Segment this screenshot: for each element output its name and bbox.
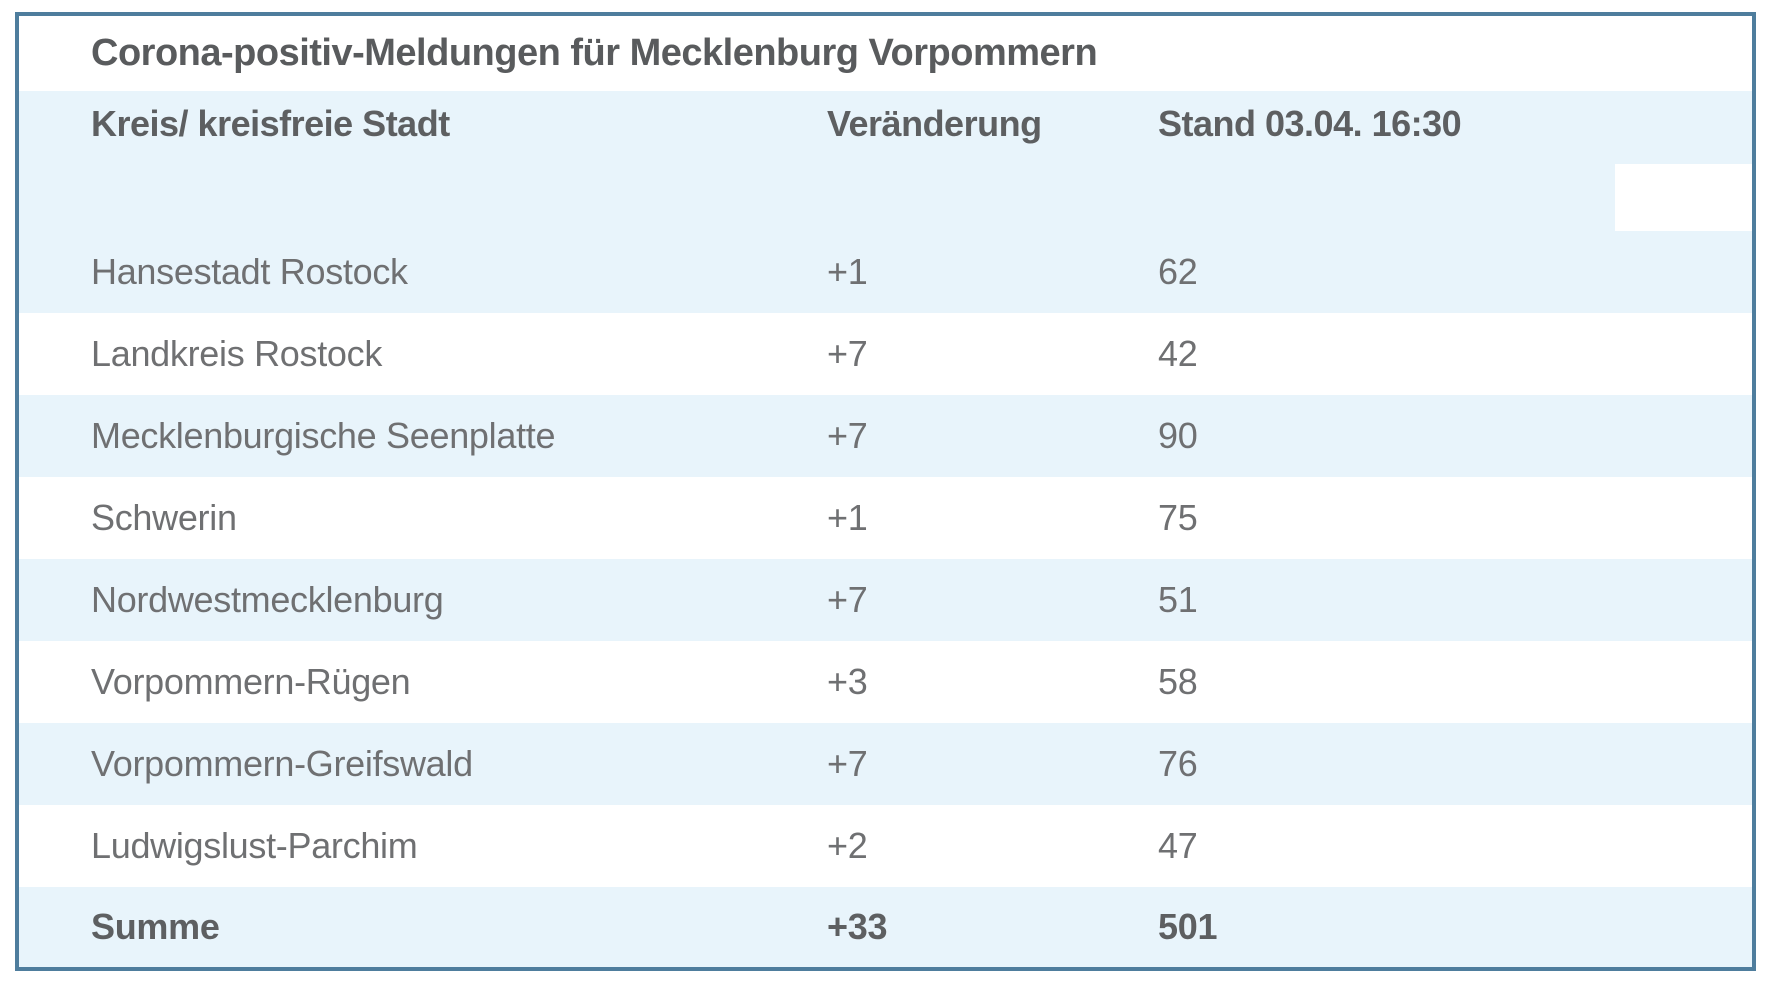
change-value: +7 [827,579,868,620]
case-count: 47 [1158,825,1198,866]
corona-data-table: Corona-positiv-Meldungen für Mecklenburg… [15,12,1756,971]
region-name: Schwerin [91,497,237,538]
table-header-row: Kreis/ kreisfreie Stadt Veränderung Stan… [19,91,1752,231]
change-value: +1 [827,251,868,292]
case-count: 90 [1158,415,1198,456]
case-count: 76 [1158,743,1198,784]
case-count: 58 [1158,661,1198,702]
case-count: 62 [1158,251,1198,292]
column-header-region: Kreis/ kreisfreie Stadt [91,103,450,144]
change-value: +2 [827,825,868,866]
region-name: Vorpommern-Rügen [91,661,411,702]
table-row: Mecklenburgische Seenplatte +7 90 [19,395,1752,477]
total-change: +33 [827,906,888,947]
column-header-change: Veränderung [827,103,1042,144]
table-row: Hansestadt Rostock +1 62 [19,231,1752,313]
region-name: Hansestadt Rostock [91,251,408,292]
region-name: Ludwigslust-Parchim [91,825,418,866]
change-value: +7 [827,333,868,374]
table-row: Nordwestmecklenburg +7 51 [19,559,1752,641]
table-row: Ludwigslust-Parchim +2 47 [19,805,1752,887]
table-row: Vorpommern-Greifswald +7 76 [19,723,1752,805]
total-label: Summe [91,906,220,947]
change-value: +7 [827,743,868,784]
total-count: 501 [1158,906,1218,947]
change-value: +3 [827,661,868,702]
case-count: 51 [1158,579,1198,620]
case-count: 75 [1158,497,1198,538]
region-name: Landkreis Rostock [91,333,383,374]
table-total-row: Summe +33 501 [19,887,1752,967]
region-name: Nordwestmecklenburg [91,579,444,620]
region-name: Vorpommern-Greifswald [91,743,473,784]
case-count: 42 [1158,333,1198,374]
change-value: +7 [827,415,868,456]
region-name: Mecklenburgische Seenplatte [91,415,556,456]
table-title: Corona-positiv-Meldungen für Mecklenburg… [91,32,1098,74]
header-blank-overlay [1615,164,1752,231]
table-row: Schwerin +1 75 [19,477,1752,559]
table-row: Vorpommern-Rügen +3 58 [19,641,1752,723]
column-header-status: Stand 03.04. 16:30 [1158,103,1462,144]
table-title-row: Corona-positiv-Meldungen für Mecklenburg… [19,16,1752,91]
table-row: Landkreis Rostock +7 42 [19,313,1752,395]
change-value: +1 [827,497,868,538]
